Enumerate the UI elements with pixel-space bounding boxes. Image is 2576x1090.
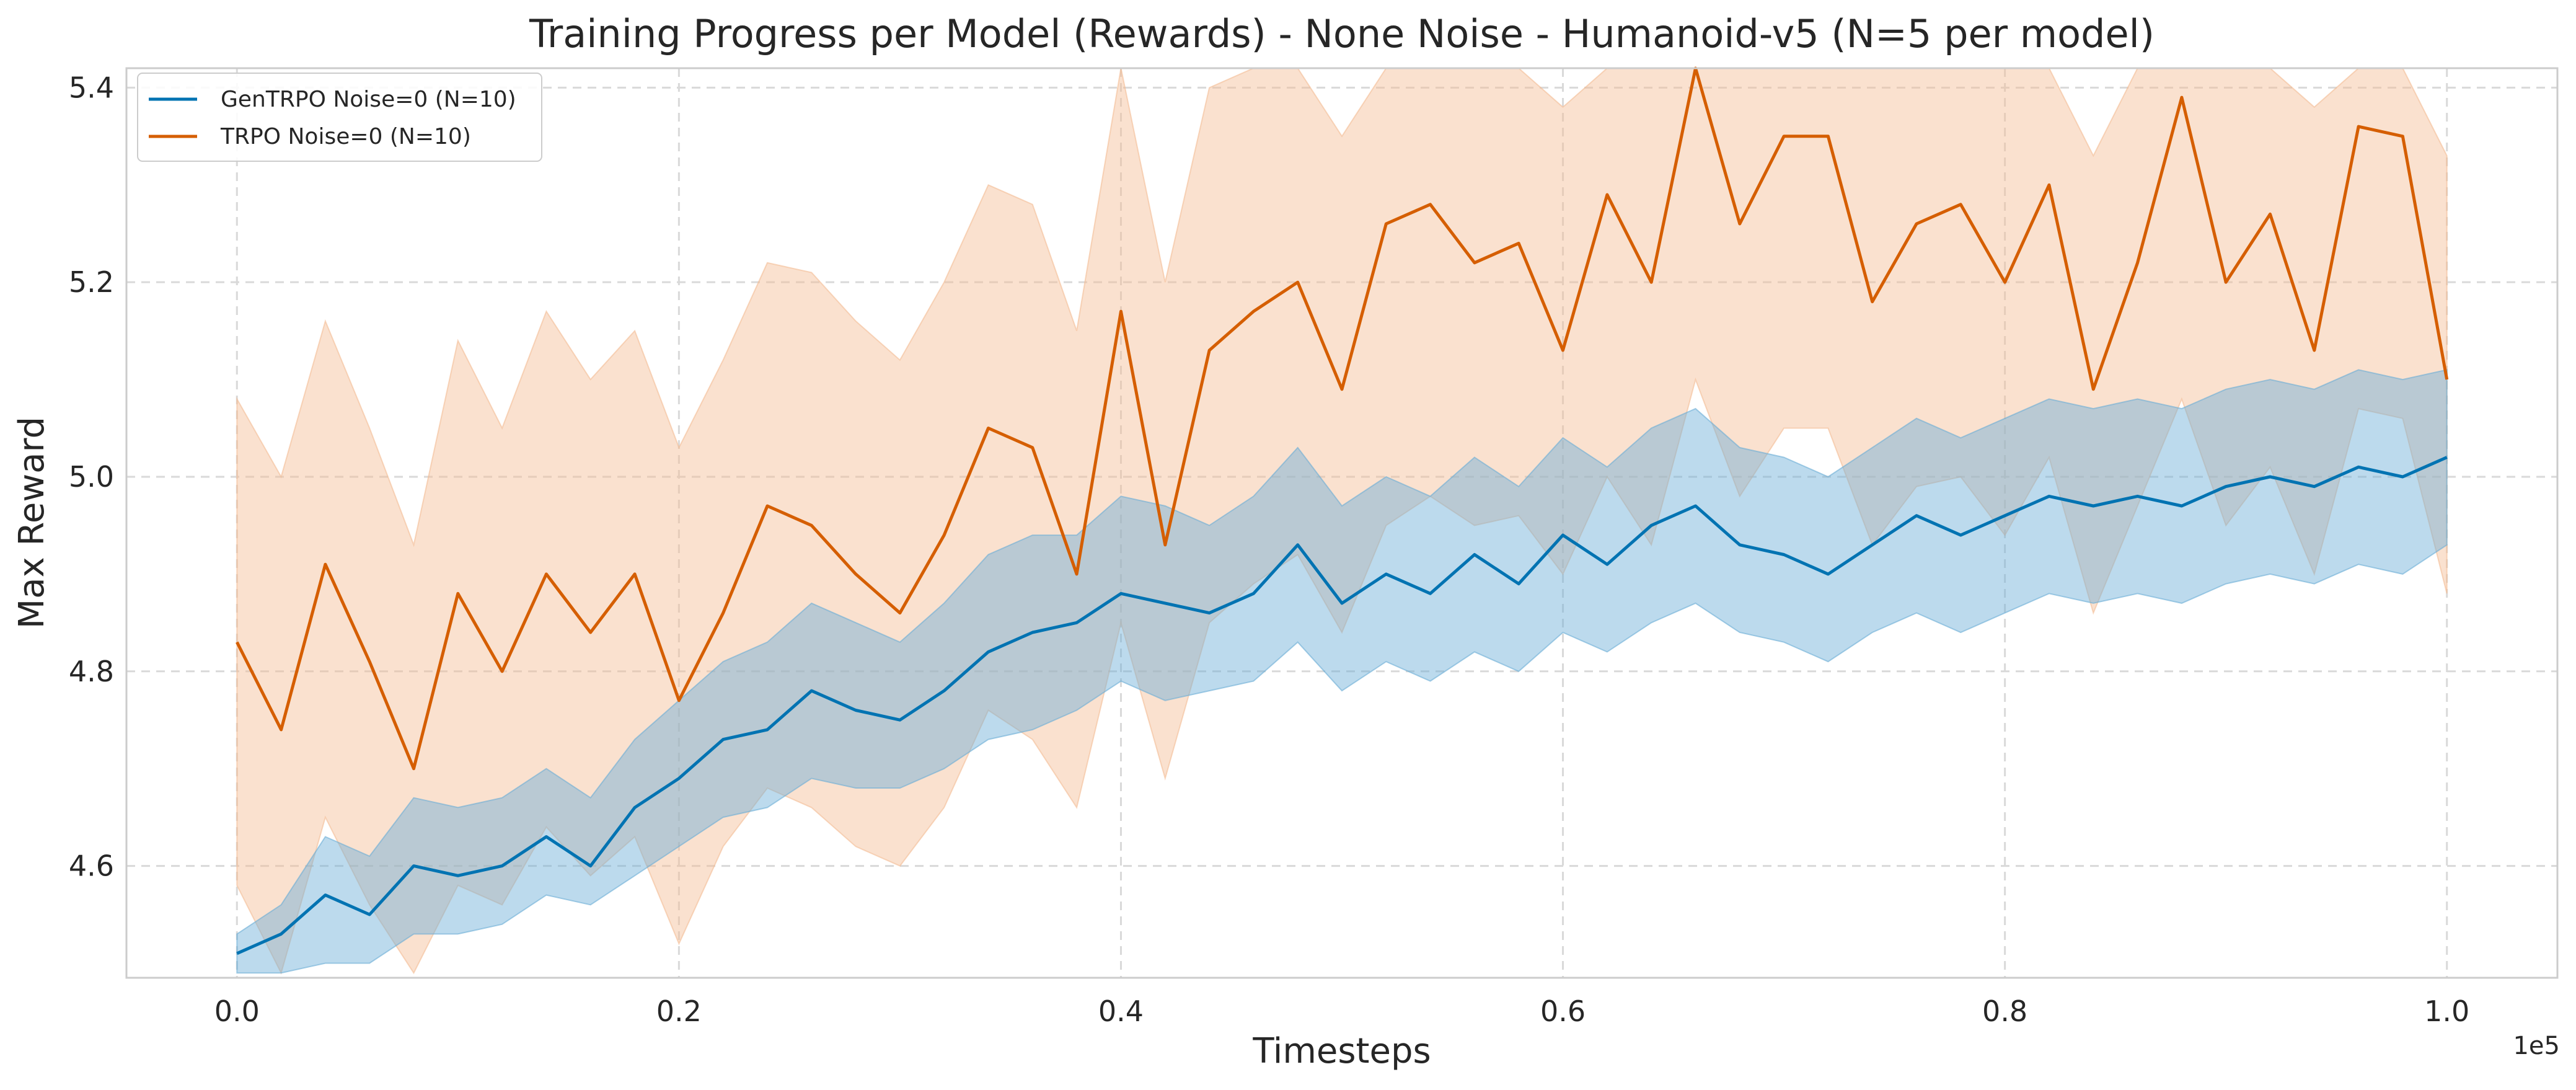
y-tick-label: 5.0 bbox=[69, 460, 114, 494]
legend: GenTRPO Noise=0 (N=10) TRPO Noise=0 (N=1… bbox=[137, 73, 542, 162]
y-tick-label: 5.4 bbox=[69, 71, 114, 104]
series-lines bbox=[236, 66, 2449, 955]
legend-label-gentrpo: GenTRPO Noise=0 (N=10) bbox=[221, 87, 516, 112]
x-tick-label: 1.0 bbox=[2424, 995, 2469, 1028]
x-axis-offset-label: 1e5 bbox=[2513, 1032, 2560, 1060]
x-tick-label: 0.0 bbox=[214, 995, 260, 1028]
y-axis-ticks: 4.6 4.8 5.0 5.2 5.4 bbox=[69, 71, 114, 882]
plot-area bbox=[126, 68, 2557, 978]
legend-box bbox=[137, 73, 542, 162]
band-gentrpo-noise-0-n-10 bbox=[236, 369, 2448, 974]
confidence-bands bbox=[236, 68, 2448, 975]
line-trpo-noise-0-n-10 bbox=[236, 66, 2449, 771]
legend-label-trpo: TRPO Noise=0 (N=10) bbox=[220, 124, 471, 149]
y-tick-label: 4.6 bbox=[69, 849, 114, 883]
band-trpo-noise-0-n-10 bbox=[236, 68, 2448, 975]
y-tick-label: 4.8 bbox=[69, 655, 114, 688]
x-tick-label: 0.8 bbox=[1982, 995, 2027, 1028]
y-axis-label: Max Reward bbox=[12, 417, 52, 629]
chart-title: Training Progress per Model (Rewards) - … bbox=[529, 11, 2155, 56]
x-tick-label: 0.2 bbox=[656, 995, 702, 1028]
x-tick-label: 0.6 bbox=[1540, 995, 1586, 1028]
y-tick-label: 5.2 bbox=[69, 265, 114, 299]
x-axis-ticks: 0.0 0.2 0.4 0.6 0.8 1.0 bbox=[214, 995, 2470, 1028]
x-axis-label: Timesteps bbox=[1252, 1031, 1431, 1071]
x-tick-label: 0.4 bbox=[1098, 995, 1144, 1028]
plot-frame bbox=[125, 67, 2559, 979]
line-gentrpo-noise-0-n-10 bbox=[236, 456, 2448, 955]
